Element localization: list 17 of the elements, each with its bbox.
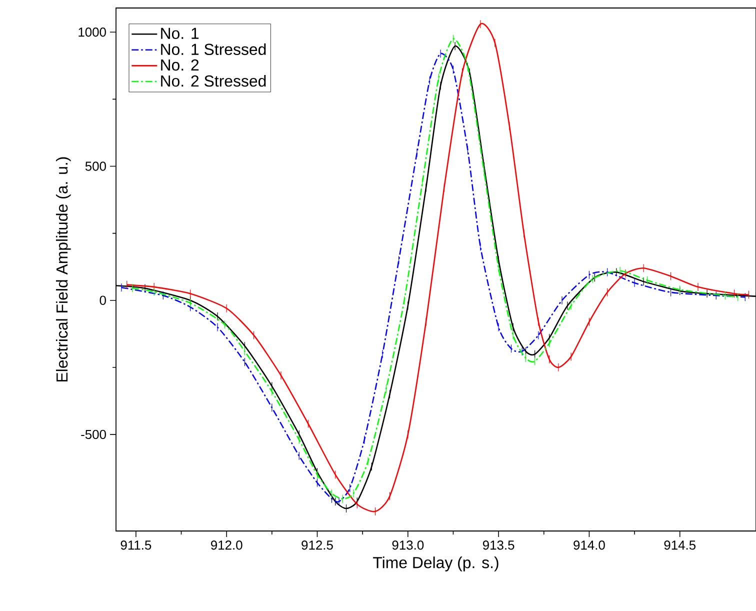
x-axis-title: Time Delay (p. s.) — [373, 556, 498, 572]
legend-label: No. 2 — [161, 59, 199, 71]
y-tick-label: 500 — [85, 162, 106, 171]
x-tick-label: 913.5 — [482, 540, 514, 550]
legend-label: No. 1 Stressed — [161, 43, 266, 56]
y-tick-label: 1000 — [78, 28, 106, 37]
x-tick-label: 913.0 — [392, 540, 424, 550]
legend-label: No. 1 — [161, 28, 199, 39]
x-tick-label: 912.5 — [302, 540, 333, 550]
y-tick-label: 0 — [100, 296, 106, 305]
x-tick-label: 914.0 — [574, 540, 605, 550]
x-tick-label: 912.0 — [211, 540, 242, 550]
x-tick-label: 911.5 — [120, 540, 152, 550]
y-tick-label: -500 — [81, 430, 106, 440]
legend-label: No. 2 Stressed — [161, 74, 266, 87]
y-axis-title: Electrical Field Amplitude (a. u.) — [56, 157, 71, 382]
x-tick-label: 914.5 — [664, 540, 696, 550]
